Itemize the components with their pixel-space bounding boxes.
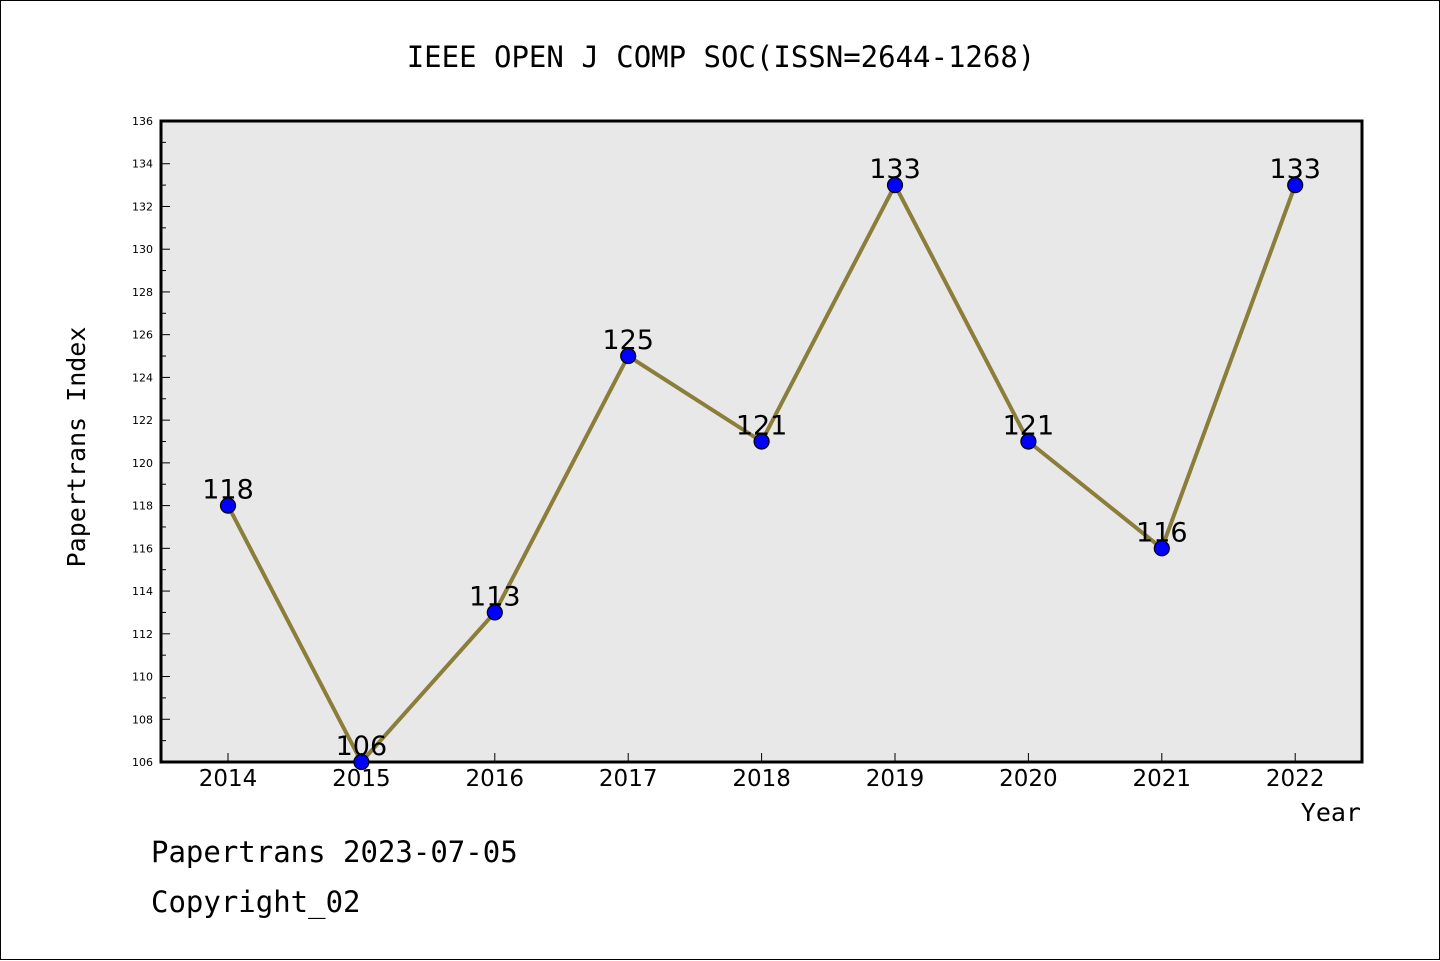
- data-label: 118: [202, 475, 254, 506]
- data-point: [886, 177, 904, 194]
- data-label: 106: [336, 731, 388, 762]
- y-tick-label: 124: [132, 371, 153, 384]
- data-point: [1153, 540, 1170, 557]
- y-axis-label: Papertrans Index: [62, 327, 91, 568]
- y-tick-label: 120: [132, 457, 153, 470]
- data-point: [486, 604, 503, 621]
- data-point: [1287, 177, 1304, 194]
- data-point: [753, 433, 770, 450]
- y-tick-label: 126: [132, 329, 153, 342]
- data-label: 133: [869, 154, 921, 185]
- data-label: 133: [1269, 154, 1321, 185]
- y-tick-label: 112: [132, 628, 153, 641]
- data-point: [620, 347, 637, 365]
- y-tick-label: 134: [132, 158, 153, 171]
- footer-copyright-line: Copyright_02: [151, 885, 361, 919]
- y-tick-label: 122: [132, 414, 153, 427]
- data-point: [219, 497, 237, 514]
- y-tick-label: 132: [132, 200, 153, 213]
- footer-date-line: Papertrans 2023-07-05: [151, 835, 518, 869]
- data-label: 121: [1003, 411, 1055, 442]
- y-axis: 106 108 110 112 114 116 118 120 122 124 126 128 130 1…: [132, 115, 170, 769]
- x-tick-label: 2014: [199, 766, 258, 792]
- x-tick-label: 2022: [1266, 766, 1325, 792]
- data-label: 121: [736, 411, 788, 442]
- data-label: 116: [1136, 517, 1188, 548]
- x-tick-label: 2015: [332, 766, 391, 792]
- y-tick-label: 108: [132, 713, 153, 726]
- chart-title: IEEE OPEN J COMP SOC(ISSN=2644-1268): [407, 40, 1036, 74]
- y-tick-label: 130: [132, 243, 153, 256]
- y-tick-label: 116: [132, 542, 153, 555]
- y-tick-label: 118: [132, 500, 153, 513]
- y-tick-label: 136: [132, 115, 153, 128]
- data-point: [1020, 433, 1037, 450]
- series-layer: 118 106 113 125 121 133 121 116 133: [202, 154, 1321, 771]
- data-point: [353, 753, 370, 771]
- x-axis: 2014 2015 2016 2017 2018 2019 2020 2021 2022: [199, 753, 1325, 792]
- x-tick-label: 2018: [732, 766, 791, 792]
- y-tick-label: 106: [132, 756, 153, 769]
- x-tick-label: 2019: [866, 766, 925, 792]
- x-tick-label: 2020: [999, 766, 1058, 792]
- x-tick-label: 2021: [1133, 766, 1192, 792]
- data-label: 113: [469, 581, 521, 612]
- x-axis-label: Year: [1301, 798, 1361, 827]
- y-tick-label: 114: [132, 585, 153, 598]
- x-tick-label: 2016: [466, 766, 525, 792]
- y-tick-label: 110: [132, 671, 153, 684]
- y-tick-label: 128: [132, 286, 153, 299]
- x-tick-label: 2017: [599, 766, 658, 792]
- data-label: 125: [602, 325, 654, 356]
